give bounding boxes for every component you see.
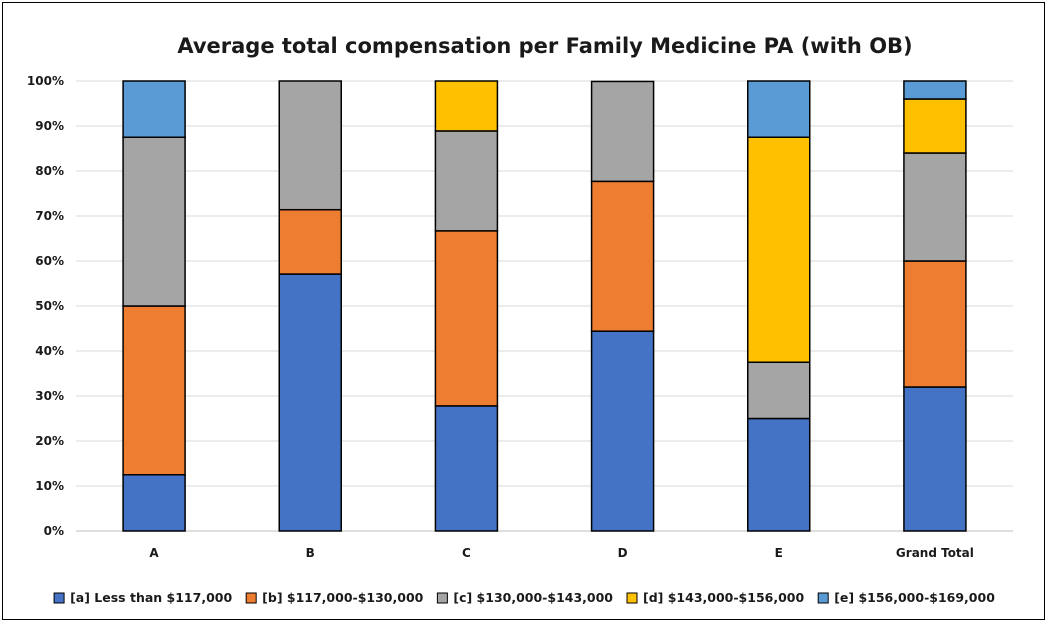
legend-swatch [626,592,638,604]
y-tick-label: 40% [35,344,64,358]
bar-segment [747,417,811,532]
y-tick-label: 90% [35,119,64,133]
bar-segment [434,230,499,407]
legend-swatch [436,592,448,604]
x-tick-label: E [775,546,783,560]
legend-label: [c] $130,000-$143,000 [453,590,613,605]
y-tick-label: 100% [27,74,64,88]
x-tick-label: Grand Total [896,546,974,560]
y-tick-label: 70% [35,209,64,223]
y-tick-label: 0% [44,524,64,538]
bar-segment [434,130,499,232]
legend-label: [d] $143,000-$156,000 [643,590,804,605]
bar-segment [903,152,967,262]
legend-label: [e] $156,000-$169,000 [834,590,995,605]
bar-segment [122,305,186,476]
bar-segment [434,405,499,532]
y-tick-label: 20% [35,434,64,448]
bar-segment [903,80,967,100]
y-tick-label: 50% [35,299,64,313]
legend: [a] Less than $117,000 [b] $117,000-$130,… [53,590,995,605]
bar-segment [278,208,342,275]
x-tick-label: D [618,546,628,560]
bar-segment [434,80,499,132]
legend-label: [a] Less than $117,000 [70,590,232,605]
bar-segment [903,386,967,532]
bar-segment [122,80,186,138]
bar-segment [903,260,967,388]
legend-swatch [245,592,257,604]
y-tick-label: 10% [35,479,64,493]
bar-segment [590,330,655,532]
x-axis-ticks: A B C D E Grand Total [149,546,973,560]
bar-segment [903,98,967,154]
bar-segment [747,80,811,138]
bar-segment [590,180,655,332]
y-tick-label: 60% [35,254,64,268]
legend-swatch [817,592,829,604]
bar-segment [590,80,655,183]
y-axis-ticks: 0% 10% 20% 30% 40% 50% 60% 70% 80% 90% 100% [27,74,64,538]
legend-swatch [53,592,65,604]
bar-segment [278,80,342,211]
bar-segment [122,136,186,307]
bar-segment [122,474,186,532]
gridlines [76,80,1013,532]
bar-segment [747,361,811,420]
x-tick-label: C [462,546,471,560]
chart-title: Average total compensation per Family Me… [177,34,912,58]
bar-segment [747,136,811,363]
y-tick-label: 30% [35,389,64,403]
x-tick-label: B [306,546,315,560]
y-tick-label: 80% [35,164,64,178]
legend-label: [b] $117,000-$130,000 [262,590,423,605]
bar-segment [278,273,342,532]
bars [122,80,967,532]
x-tick-label: A [149,546,159,560]
